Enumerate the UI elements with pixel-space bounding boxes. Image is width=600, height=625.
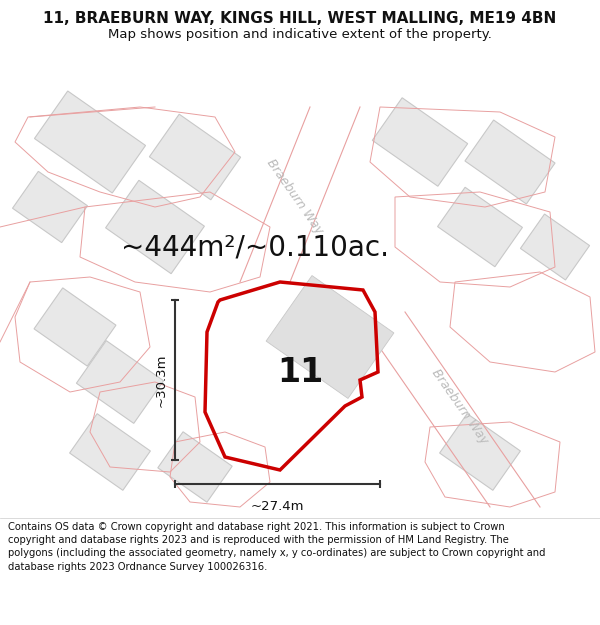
Text: Braeburn Way: Braeburn Way	[429, 367, 491, 447]
Text: Map shows position and indicative extent of the property.: Map shows position and indicative extent…	[108, 28, 492, 41]
Polygon shape	[465, 120, 555, 204]
Polygon shape	[70, 414, 151, 490]
Polygon shape	[266, 276, 394, 399]
Text: ~27.4m: ~27.4m	[251, 500, 304, 513]
Polygon shape	[149, 114, 241, 200]
Polygon shape	[158, 432, 232, 502]
Polygon shape	[13, 171, 88, 242]
Polygon shape	[440, 414, 520, 490]
Polygon shape	[76, 341, 164, 423]
Polygon shape	[437, 188, 523, 267]
Polygon shape	[34, 91, 146, 193]
Text: ~444m²/~0.110ac.: ~444m²/~0.110ac.	[121, 233, 389, 261]
Polygon shape	[520, 214, 590, 280]
Text: Braeburn Way: Braeburn Way	[264, 157, 326, 237]
Polygon shape	[106, 180, 205, 274]
Text: 11, BRAEBURN WAY, KINGS HILL, WEST MALLING, ME19 4BN: 11, BRAEBURN WAY, KINGS HILL, WEST MALLI…	[43, 11, 557, 26]
Text: Contains OS data © Crown copyright and database right 2021. This information is : Contains OS data © Crown copyright and d…	[8, 522, 545, 572]
Text: 11: 11	[277, 356, 323, 389]
Polygon shape	[373, 98, 467, 186]
Polygon shape	[34, 288, 116, 366]
Text: ~30.3m: ~30.3m	[155, 353, 167, 407]
